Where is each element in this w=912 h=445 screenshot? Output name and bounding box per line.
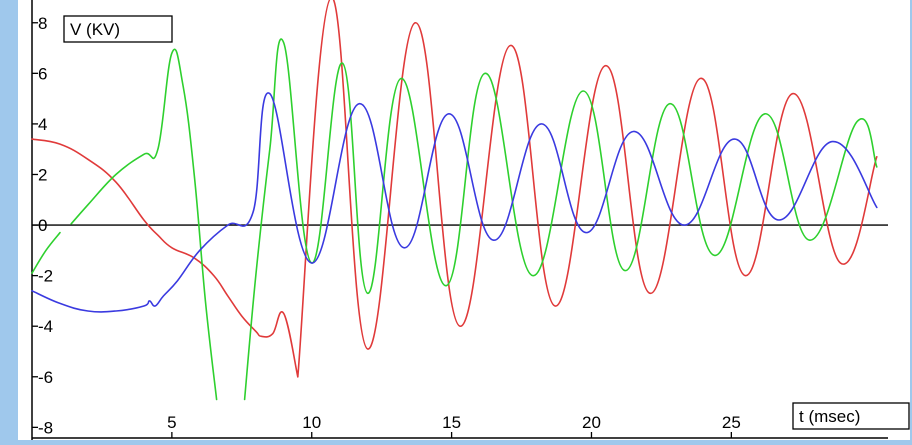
y-tick-label: 8 <box>38 14 47 33</box>
series-2 <box>31 38 878 401</box>
x-tick-label: 5 <box>167 413 176 432</box>
axes: -8 -6 -4 -2 0 2 4 6 8 5 10 15 20 25 <box>31 0 888 440</box>
y-tick-label: 4 <box>38 115 47 134</box>
y-axis-title: V (KV) <box>70 20 120 39</box>
y-tick-label: 6 <box>38 64 47 83</box>
y-tick-label: -6 <box>38 368 53 387</box>
series-line <box>243 38 878 401</box>
series-line <box>297 0 878 378</box>
chart-canvas: -8 -6 -4 -2 0 2 4 6 8 5 10 15 20 25 V (KV) t (msec) <box>31 0 910 440</box>
series-group <box>31 0 878 401</box>
x-tick-label: 15 <box>442 413 461 432</box>
series-3 <box>31 92 878 313</box>
series-1 <box>31 0 878 378</box>
series-line <box>31 138 299 378</box>
x-axis-title-box <box>792 402 910 430</box>
y-axis-title-box <box>63 15 173 43</box>
label-group: V (KV) t (msec) <box>63 15 910 430</box>
series-line <box>31 231 61 274</box>
x-tick-label: 25 <box>722 413 741 432</box>
y-tick-label: 0 <box>38 216 47 235</box>
y-tick-label: 2 <box>38 165 47 184</box>
y-tick-label: -2 <box>38 267 53 286</box>
x-tick-label: 10 <box>302 413 321 432</box>
y-tick-label: -8 <box>38 418 53 437</box>
chart-panel: -8 -6 -4 -2 0 2 4 6 8 5 10 15 20 25 V (KV) t (msec) <box>18 0 910 440</box>
y-tick-label: -4 <box>38 317 53 336</box>
x-axis-title: t (msec) <box>799 407 860 426</box>
series-line <box>70 48 218 401</box>
series-line <box>31 92 878 313</box>
x-tick-label: 20 <box>582 413 601 432</box>
